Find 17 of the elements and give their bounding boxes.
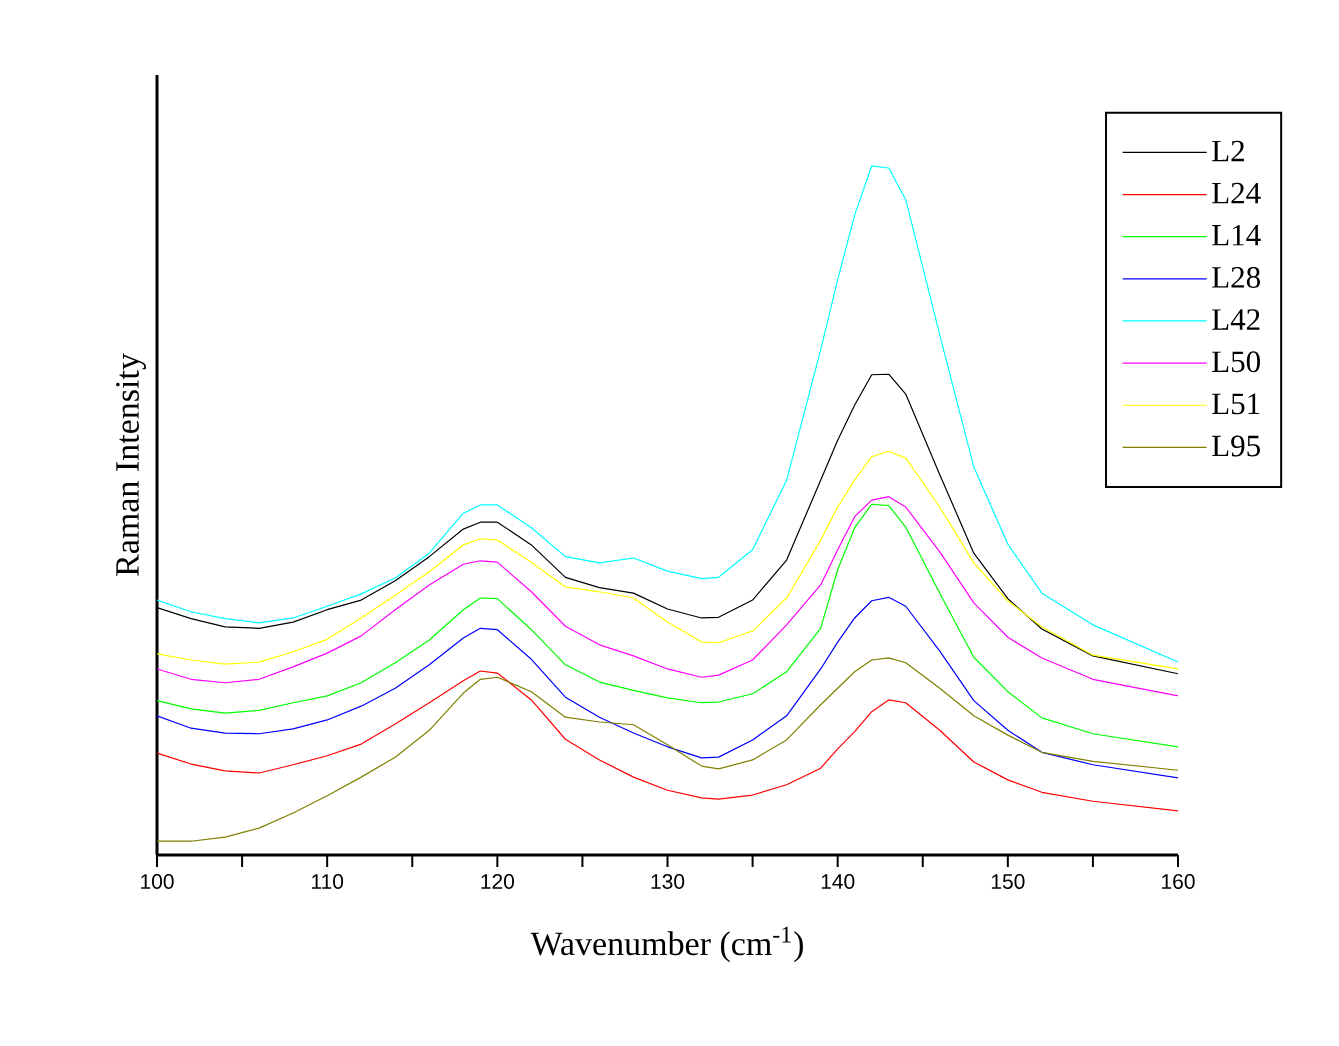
y-axis-title: Raman Intensity [116,353,146,576]
x-tick-label: 100 [141,874,174,889]
x-tick-label: 110 [312,874,344,889]
legend-label: L2 [1212,140,1244,162]
legend-label: L42 [1212,309,1260,330]
legend-label: L14 [1212,224,1261,246]
legend-label: L50 [1212,351,1260,373]
x-tick-label: 130 [651,874,685,889]
x-axis-title: Wavenumber (cm$^{-1}$) [530,926,803,963]
x-tick-label: 160 [1162,874,1195,889]
x-tick-label: 140 [821,874,855,889]
legend-label: L95 [1212,435,1260,457]
legend-label: L28 [1212,266,1260,288]
legend-label: L24 [1212,182,1261,204]
x-tick-label: 150 [991,874,1025,889]
legend-label: L51 [1212,393,1260,415]
x-tick-label: 120 [481,874,515,889]
